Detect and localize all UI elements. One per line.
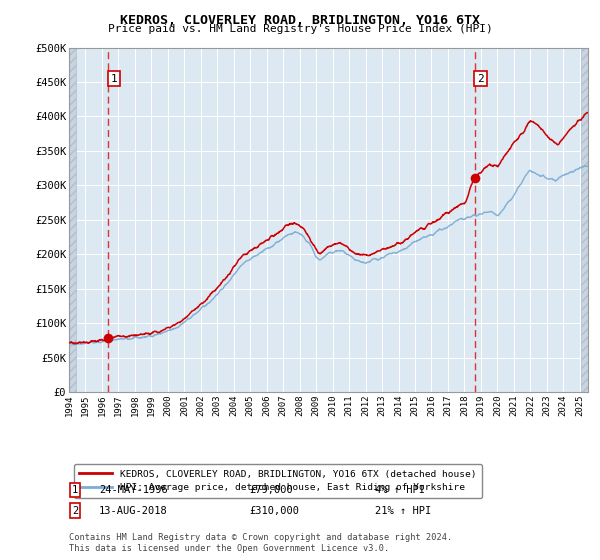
Text: 21% ↑ HPI: 21% ↑ HPI	[375, 506, 431, 516]
Text: KEDROS, CLOVERLEY ROAD, BRIDLINGTON, YO16 6TX: KEDROS, CLOVERLEY ROAD, BRIDLINGTON, YO1…	[120, 14, 480, 27]
Text: 1: 1	[110, 73, 117, 83]
Text: £79,000: £79,000	[249, 485, 293, 495]
Text: 4% ↑ HPI: 4% ↑ HPI	[375, 485, 425, 495]
Bar	[69, 48, 76, 392]
Text: 2: 2	[72, 506, 78, 516]
Text: 2: 2	[477, 73, 484, 83]
Text: 13-AUG-2018: 13-AUG-2018	[99, 506, 168, 516]
Text: £310,000: £310,000	[249, 506, 299, 516]
Text: Contains HM Land Registry data © Crown copyright and database right 2024.
This d: Contains HM Land Registry data © Crown c…	[69, 533, 452, 553]
Bar	[581, 48, 588, 392]
Text: 24-MAY-1996: 24-MAY-1996	[99, 485, 168, 495]
Text: 1: 1	[72, 485, 78, 495]
Legend: KEDROS, CLOVERLEY ROAD, BRIDLINGTON, YO16 6TX (detached house), HPI: Average pri: KEDROS, CLOVERLEY ROAD, BRIDLINGTON, YO1…	[74, 464, 482, 498]
Text: Price paid vs. HM Land Registry's House Price Index (HPI): Price paid vs. HM Land Registry's House …	[107, 24, 493, 34]
